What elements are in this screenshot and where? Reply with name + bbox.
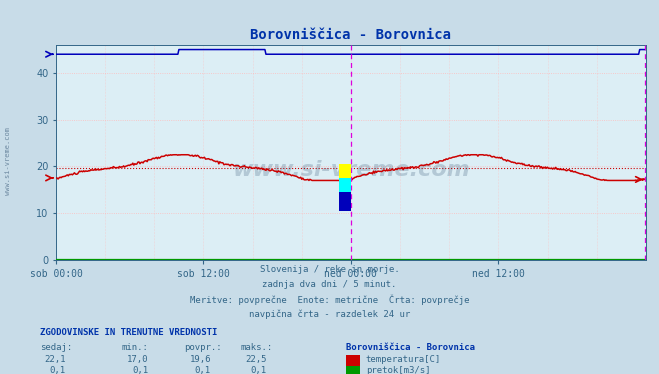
Text: 0,1: 0,1 — [251, 366, 267, 374]
Text: 22,1: 22,1 — [44, 355, 66, 364]
Text: 17,0: 17,0 — [127, 355, 148, 364]
Text: maks.:: maks.: — [241, 343, 273, 352]
Text: 19,6: 19,6 — [189, 355, 211, 364]
Bar — [346, 355, 360, 366]
Bar — [339, 192, 351, 211]
Bar — [339, 178, 351, 192]
Text: Slovenija / reke in morje.: Slovenija / reke in morje. — [260, 265, 399, 274]
Title: Borovniščica - Borovnica: Borovniščica - Borovnica — [250, 28, 451, 42]
Text: temperatura[C]: temperatura[C] — [366, 355, 441, 364]
Text: Borovniščica - Borovnica: Borovniščica - Borovnica — [346, 343, 475, 352]
Text: Meritve: povprečne  Enote: metrične  Črta: povprečje: Meritve: povprečne Enote: metrične Črta:… — [190, 295, 469, 305]
Text: 22,5: 22,5 — [245, 355, 267, 364]
Text: povpr.:: povpr.: — [185, 343, 222, 352]
Text: ZGODOVINSKE IN TRENUTNE VREDNOSTI: ZGODOVINSKE IN TRENUTNE VREDNOSTI — [40, 328, 217, 337]
Text: navpična črta - razdelek 24 ur: navpična črta - razdelek 24 ur — [249, 310, 410, 319]
Text: min.:: min.: — [122, 343, 149, 352]
Text: pretok[m3/s]: pretok[m3/s] — [366, 366, 430, 374]
Text: 0,1: 0,1 — [132, 366, 148, 374]
Bar — [339, 164, 351, 178]
Text: zadnja dva dni / 5 minut.: zadnja dva dni / 5 minut. — [262, 280, 397, 289]
Bar — [346, 366, 360, 374]
Text: www.si-vreme.com: www.si-vreme.com — [232, 160, 470, 180]
Text: 0,1: 0,1 — [195, 366, 211, 374]
Text: sedaj:: sedaj: — [40, 343, 72, 352]
Text: 0,1: 0,1 — [50, 366, 66, 374]
Text: www.si-vreme.com: www.si-vreme.com — [5, 127, 11, 195]
